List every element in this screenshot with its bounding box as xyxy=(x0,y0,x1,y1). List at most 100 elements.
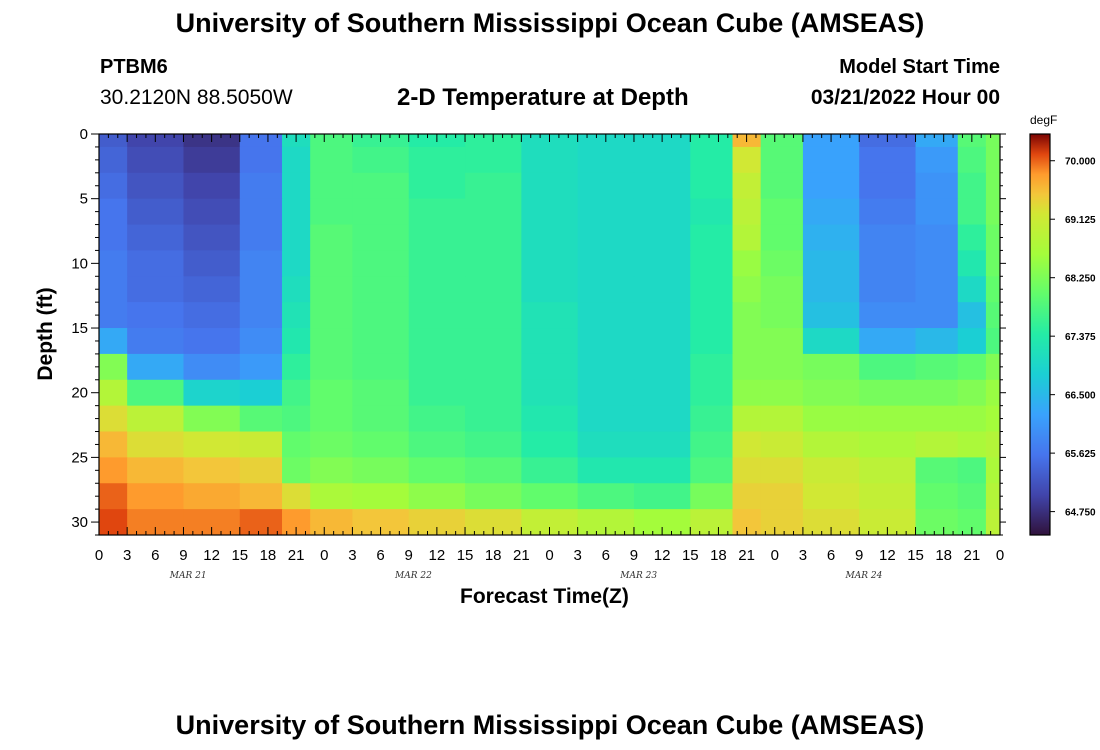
heatmap-cell xyxy=(633,146,691,174)
heatmap-cell xyxy=(732,379,762,407)
heatmap-cell xyxy=(352,353,410,381)
y-axis: 0 5 10 15 20 25 30 xyxy=(71,126,1006,536)
heatmap-cell xyxy=(239,134,283,148)
heatmap-cell xyxy=(690,457,734,484)
heatmap-cell xyxy=(802,483,860,510)
heatmap-cell xyxy=(352,198,410,226)
x-tick-label: 0 xyxy=(95,547,103,564)
heatmap-cell xyxy=(282,457,311,484)
heatmap-cell xyxy=(859,224,917,252)
heatmap-cell xyxy=(521,250,579,277)
heatmap-cell xyxy=(183,431,241,458)
heatmap-cell xyxy=(99,379,128,407)
heatmap-cell xyxy=(690,483,734,510)
heatmap-cell xyxy=(760,134,804,148)
heatmap-cell xyxy=(577,224,635,252)
heatmap-cell xyxy=(408,172,466,200)
heatmap-cell xyxy=(859,250,917,277)
x-tick-label: 3 xyxy=(573,547,581,564)
heatmap-cell xyxy=(915,172,959,200)
heatmap-cell xyxy=(408,302,466,329)
colorbar-unit-label: degF xyxy=(1030,113,1058,127)
heatmap-cell xyxy=(127,328,185,355)
heatmap-cell xyxy=(690,224,734,252)
x-tick-label: 21 xyxy=(513,547,530,564)
heatmap-cell xyxy=(985,379,1000,407)
heatmap-cell xyxy=(239,431,283,458)
heatmap-cell xyxy=(310,431,354,458)
heatmap-cell xyxy=(915,379,959,407)
heatmap-cell xyxy=(310,483,354,510)
colorbar-tick-label: 67.375 xyxy=(1065,332,1096,343)
heatmap-cell xyxy=(310,146,354,174)
heatmap-cell xyxy=(310,328,354,355)
heatmap-cell xyxy=(690,198,734,226)
heatmap-cell xyxy=(408,379,466,407)
footer-title: University of Southern Mississippi Ocean… xyxy=(175,710,925,740)
heatmap-cell xyxy=(859,483,917,510)
heatmap-cell xyxy=(127,379,185,407)
heatmap-cell xyxy=(732,198,762,226)
day-label: MAR 24 xyxy=(845,571,883,581)
heatmap-cell xyxy=(732,224,762,252)
heatmap-cell xyxy=(985,509,1000,535)
heatmap-cell xyxy=(633,328,691,355)
heatmap-cell xyxy=(521,431,579,458)
heatmap-cell xyxy=(859,276,917,303)
heatmap-cell xyxy=(408,146,466,174)
heatmap-cell xyxy=(310,276,354,303)
x-tick-label: 9 xyxy=(405,547,413,564)
heatmap-cell xyxy=(282,146,311,174)
heatmap-cell xyxy=(577,146,635,174)
heatmap-cell xyxy=(915,328,959,355)
heatmap-cell xyxy=(760,250,804,277)
heatmap-cell xyxy=(408,405,466,433)
heatmap-cell xyxy=(282,276,311,303)
heatmap-cell xyxy=(915,457,959,484)
y-tick-label: 30 xyxy=(71,514,88,531)
heatmap-cell xyxy=(915,431,959,458)
colorbar-tick-label: 66.500 xyxy=(1065,391,1096,402)
heatmap-cell xyxy=(760,483,804,510)
heatmap-cell xyxy=(99,328,128,355)
heatmap-cell xyxy=(760,146,804,174)
heatmap-cell xyxy=(577,198,635,226)
heatmap-cell xyxy=(127,172,185,200)
heatmap-cell xyxy=(352,302,410,329)
heatmap-cell xyxy=(183,353,241,381)
heatmap-cell xyxy=(127,224,185,252)
colorbar-tick-label: 69.125 xyxy=(1065,215,1096,226)
heatmap-cell xyxy=(577,302,635,329)
heatmap-cell xyxy=(915,134,959,148)
x-tick-label: 0 xyxy=(545,547,553,564)
heatmap-cell xyxy=(760,276,804,303)
heatmap-cell xyxy=(239,457,283,484)
heatmap-cell xyxy=(957,250,987,277)
heatmap-cell xyxy=(183,405,241,433)
heatmap-cell xyxy=(760,172,804,200)
heatmap-cell xyxy=(690,431,734,458)
heatmap-cell xyxy=(239,224,283,252)
heatmap-cell xyxy=(859,379,917,407)
heatmap-cell xyxy=(915,276,959,303)
heatmap-cell xyxy=(521,353,579,381)
heatmap-cell xyxy=(760,457,804,484)
heatmap-cell xyxy=(352,250,410,277)
heatmap-cell xyxy=(732,405,762,433)
heatmap-cell xyxy=(577,483,635,510)
heatmap-cell xyxy=(408,328,466,355)
heatmap-cell xyxy=(802,328,860,355)
heatmap-cell xyxy=(465,172,522,200)
heatmap-cell xyxy=(408,431,466,458)
heatmap-cell xyxy=(521,405,579,433)
heatmap-cell xyxy=(957,405,987,433)
heatmap-cell xyxy=(282,405,311,433)
heatmap-cell xyxy=(352,328,410,355)
chart-subtitle: 2-D Temperature at Depth xyxy=(397,84,689,111)
heatmap-cell xyxy=(690,405,734,433)
heatmap-cell xyxy=(352,457,410,484)
heatmap-cell xyxy=(239,146,283,174)
station-id: PTBM6 xyxy=(100,56,168,78)
heatmap-cell xyxy=(282,198,311,226)
heatmap-cell xyxy=(465,198,522,226)
